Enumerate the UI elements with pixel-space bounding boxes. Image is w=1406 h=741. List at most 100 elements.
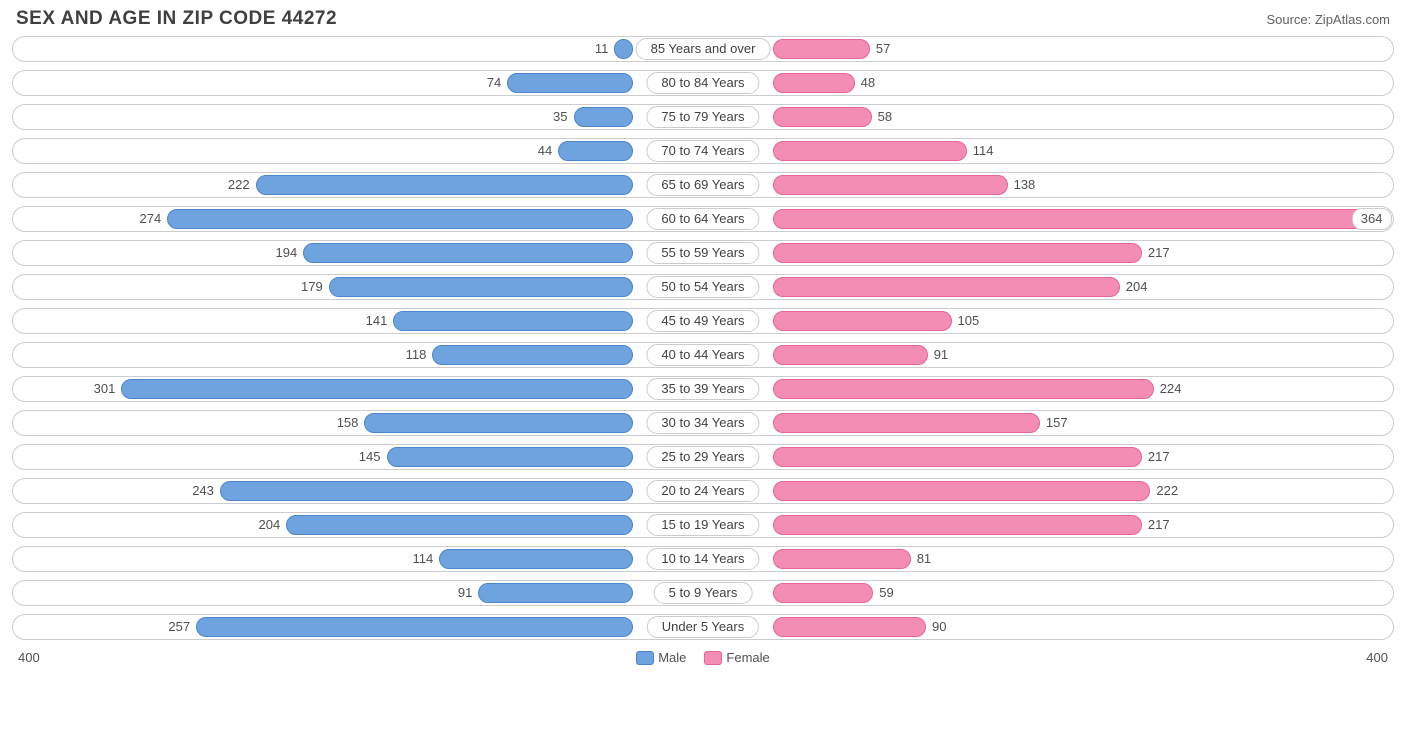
bar-male xyxy=(574,107,634,127)
axis-max-left: 400 xyxy=(18,650,40,665)
value-male: 35 xyxy=(553,107,567,127)
value-female: 157 xyxy=(1046,413,1068,433)
category-label: 10 to 14 Years xyxy=(646,548,759,570)
bar-male xyxy=(121,379,633,399)
value-male: 11 xyxy=(595,39,609,59)
bar-male xyxy=(196,617,633,637)
chart-title: SEX AND AGE IN ZIP CODE 44272 xyxy=(16,8,337,30)
category-label: 85 Years and over xyxy=(636,38,771,60)
bar-male xyxy=(256,175,633,195)
legend-swatch-female xyxy=(704,651,722,665)
bar-male xyxy=(220,481,633,501)
bar-female xyxy=(773,107,872,127)
pyramid-row: 91 59 5 to 9 Years xyxy=(12,580,1394,606)
pyramid-row: 30122435 to 39 Years xyxy=(12,376,1394,402)
bar-female xyxy=(773,481,1150,501)
bar-female xyxy=(773,175,1008,195)
bar-male xyxy=(393,311,633,331)
value-male: 257 xyxy=(168,617,190,637)
value-female: 222 xyxy=(1156,481,1178,501)
bar-male xyxy=(439,549,633,569)
pyramid-row: 274 364 60 to 64 Years xyxy=(12,206,1394,232)
bar-female xyxy=(773,39,870,59)
bar-female xyxy=(773,209,1392,229)
category-label: Under 5 Years xyxy=(647,616,759,638)
value-female: 91 xyxy=(934,345,948,365)
bar-male xyxy=(478,583,633,603)
value-male: 74 xyxy=(487,73,501,93)
pyramid-row: 44 114 70 to 74 Years xyxy=(12,138,1394,164)
value-male: 274 xyxy=(140,209,162,229)
legend-swatch-male xyxy=(636,651,654,665)
bar-male xyxy=(614,39,633,59)
bar-female xyxy=(773,277,1120,297)
bar-female xyxy=(773,243,1142,263)
bar-female xyxy=(773,583,873,603)
pyramid-row: 24322220 to 24 Years xyxy=(12,478,1394,504)
value-male: 114 xyxy=(412,549,433,569)
chart-footer: 400 Male Female 400 xyxy=(12,648,1394,665)
category-label: 15 to 19 Years xyxy=(646,514,759,536)
category-label: 65 to 69 Years xyxy=(646,174,759,196)
bar-male xyxy=(558,141,633,161)
bar-male xyxy=(432,345,633,365)
bar-female xyxy=(773,515,1142,535)
bar-female xyxy=(773,413,1040,433)
value-female: 114 xyxy=(973,141,994,161)
pyramid-row: 115785 Years and over xyxy=(12,36,1394,62)
population-pyramid: 115785 Years and over744880 to 84 Years3… xyxy=(12,36,1394,640)
bar-female xyxy=(773,73,855,93)
category-label: 25 to 29 Years xyxy=(646,446,759,468)
pyramid-row: 25790Under 5 Years xyxy=(12,614,1394,640)
category-label: 45 to 49 Years xyxy=(646,310,759,332)
pyramid-row: 194 217 55 to 59 Years xyxy=(12,240,1394,266)
category-label: 60 to 64 Years xyxy=(646,208,759,230)
value-male: 44 xyxy=(538,141,552,161)
bar-female xyxy=(773,379,1154,399)
category-label: 80 to 84 Years xyxy=(646,72,759,94)
bar-male xyxy=(329,277,633,297)
bar-female xyxy=(773,549,911,569)
bar-female xyxy=(773,345,928,365)
value-female: 217 xyxy=(1148,515,1170,535)
category-label: 20 to 24 Years xyxy=(646,480,759,502)
value-female: 224 xyxy=(1160,379,1182,399)
value-male: 145 xyxy=(359,447,381,467)
bar-male xyxy=(286,515,633,535)
value-female: 81 xyxy=(917,549,931,569)
chart-source: Source: ZipAtlas.com xyxy=(1266,12,1390,27)
value-female: 217 xyxy=(1148,447,1170,467)
bar-female xyxy=(773,447,1142,467)
pyramid-row: 14110545 to 49 Years xyxy=(12,308,1394,334)
category-label: 30 to 34 Years xyxy=(646,412,759,434)
category-label: 55 to 59 Years xyxy=(646,242,759,264)
value-female: 58 xyxy=(878,107,892,127)
pyramid-row: 204 217 15 to 19 Years xyxy=(12,512,1394,538)
value-male: 194 xyxy=(276,243,298,263)
bar-male xyxy=(387,447,634,467)
category-label: 70 to 74 Years xyxy=(646,140,759,162)
value-female: 138 xyxy=(1014,175,1036,195)
category-label: 40 to 44 Years xyxy=(646,344,759,366)
legend-male: Male xyxy=(636,650,686,665)
value-male: 179 xyxy=(301,277,323,297)
bar-female xyxy=(773,311,952,331)
value-female: 217 xyxy=(1148,243,1170,263)
value-male: 158 xyxy=(337,413,359,433)
pyramid-row: 145 217 25 to 29 Years xyxy=(12,444,1394,470)
bar-male xyxy=(507,73,633,93)
value-male: 204 xyxy=(259,515,281,535)
pyramid-row: 355875 to 79 Years xyxy=(12,104,1394,130)
value-male: 118 xyxy=(406,345,427,365)
bar-male xyxy=(303,243,633,263)
legend-label-female: Female xyxy=(726,650,769,665)
value-male: 141 xyxy=(366,311,388,331)
value-female: 59 xyxy=(879,583,893,603)
chart-header: SEX AND AGE IN ZIP CODE 44272 Source: Zi… xyxy=(12,8,1394,36)
pyramid-row: 158 157 30 to 34 Years xyxy=(12,410,1394,436)
value-male: 91 xyxy=(458,583,472,603)
value-female: 364 xyxy=(1352,208,1392,230)
category-label: 5 to 9 Years xyxy=(654,582,753,604)
bar-female xyxy=(773,141,967,161)
pyramid-row: 118 91 40 to 44 Years xyxy=(12,342,1394,368)
